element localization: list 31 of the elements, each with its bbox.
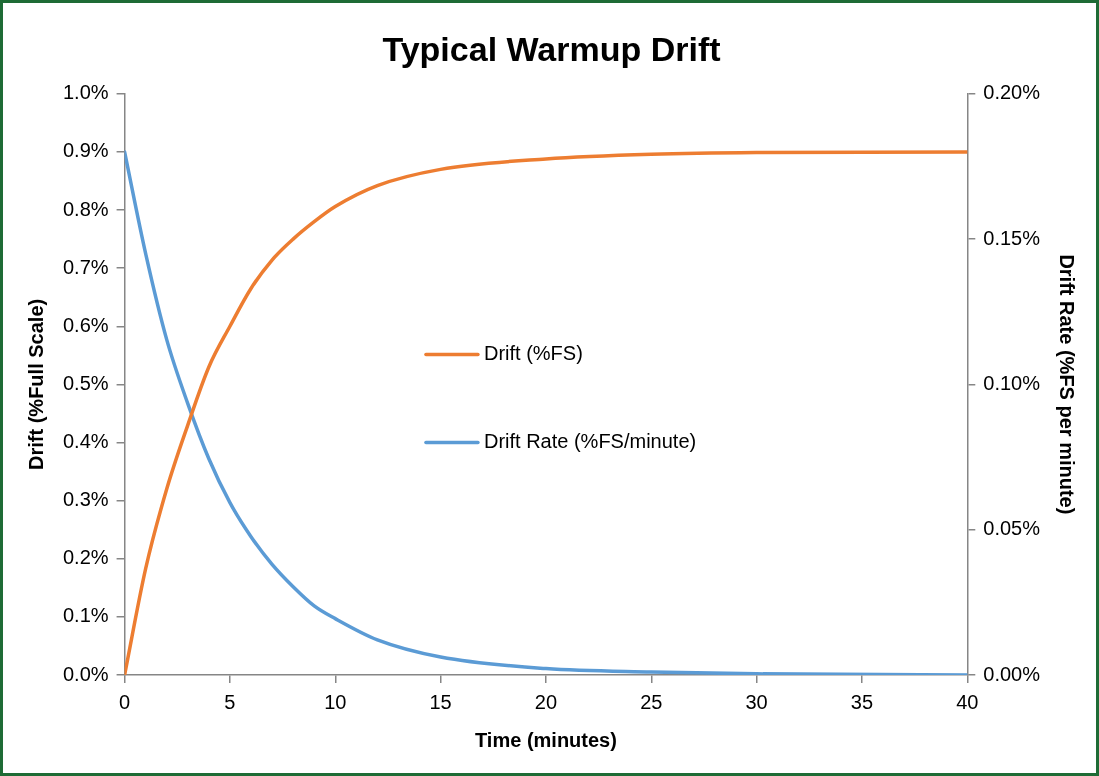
legend-label: Drift (%FS) [483, 341, 583, 364]
x-tick-label: 10 [324, 690, 347, 713]
y2-axis-title: Drift Rate (%FS per minute) [1056, 254, 1079, 515]
legend-label: Drift Rate (%FS/minute) [483, 429, 697, 452]
y2-tick-label: 0.05% [983, 517, 1041, 540]
x-tick-label: 20 [534, 690, 558, 713]
y2-tick-label: 0.15% [983, 226, 1041, 249]
y2-tick-label: 0.20% [983, 81, 1041, 104]
y-tick-label: 0.6% [62, 313, 109, 336]
y-tick-label: 0.7% [62, 255, 109, 278]
y-tick-label: 1.0% [62, 81, 109, 104]
chart-title: Typical Warmup Drift [382, 29, 721, 68]
x-tick-label: 35 [850, 690, 874, 713]
y-tick-label: 0.9% [62, 139, 109, 162]
x-tick-label: 0 [119, 690, 131, 713]
y-tick-label: 0.4% [62, 430, 109, 453]
y-tick-label: 0.2% [62, 546, 109, 569]
y-tick-label: 0.5% [62, 371, 109, 394]
y-tick-label: 0.8% [62, 197, 109, 220]
y-tick-label: 0.3% [62, 488, 109, 511]
x-tick-label: 15 [429, 690, 452, 713]
x-tick-label: 40 [956, 690, 979, 713]
y-tick-label: 0.0% [62, 662, 109, 685]
x-tick-label: 25 [640, 690, 663, 713]
y2-tick-label: 0.10% [983, 371, 1041, 394]
y-tick-label: 0.1% [62, 604, 109, 627]
x-tick-label: 30 [745, 690, 768, 713]
y2-tick-label: 0.00% [983, 662, 1041, 685]
y-axis-title: Drift (%Full Scale) [24, 298, 47, 470]
x-tick-label: 5 [224, 690, 236, 713]
x-axis-title: Time (minutes) [475, 728, 617, 751]
